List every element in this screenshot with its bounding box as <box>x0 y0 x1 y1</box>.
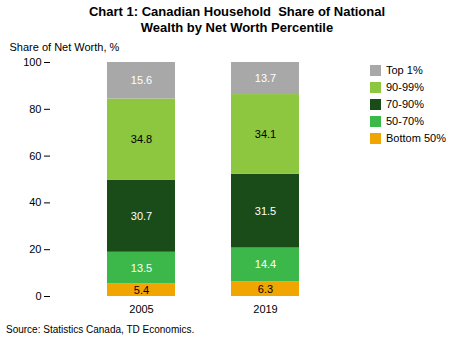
svg-text:0: 0 <box>35 290 41 302</box>
html-text:90-99%: 90-99% <box>386 81 424 93</box>
svg-text:60: 60 <box>29 150 41 162</box>
svg-text:80: 80 <box>29 103 41 115</box>
svg-text:6.3: 6.3 <box>258 283 273 295</box>
svg-text:30.7: 30.7 <box>131 210 152 222</box>
svg-text:5.4: 5.4 <box>134 284 149 296</box>
svg-text:Share of Net Worth, %: Share of Net Worth, % <box>10 41 120 53</box>
html-text:Source: Statistics Canada, TD: Source: Statistics Canada, TD Economics. <box>6 324 195 335</box>
svg-text:13.7: 13.7 <box>255 72 276 84</box>
svg-text:34.8: 34.8 <box>131 133 152 145</box>
svg-text:20: 20 <box>29 243 41 255</box>
svg-text:15.6: 15.6 <box>131 74 152 86</box>
html-text:50-70%: 50-70% <box>386 115 424 127</box>
svg-text:14.4: 14.4 <box>255 258 276 270</box>
svg-text:100: 100 <box>23 56 41 68</box>
html-text:70-90%: 70-90% <box>386 98 424 110</box>
html-text:Chart 1: Canadian Household Sh: Chart 1: Canadian Household Share of Nat… <box>88 4 386 35</box>
html-text:Bottom 50%: Bottom 50% <box>386 132 446 144</box>
svg-text:2005: 2005 <box>129 303 153 315</box>
svg-text:31.5: 31.5 <box>255 205 276 217</box>
svg-text:40: 40 <box>29 196 41 208</box>
html-text:Top 1%: Top 1% <box>386 64 423 76</box>
svg-text:34.1: 34.1 <box>255 128 276 140</box>
svg-text:13.5: 13.5 <box>131 262 152 274</box>
svg-text:2019: 2019 <box>253 303 277 315</box>
